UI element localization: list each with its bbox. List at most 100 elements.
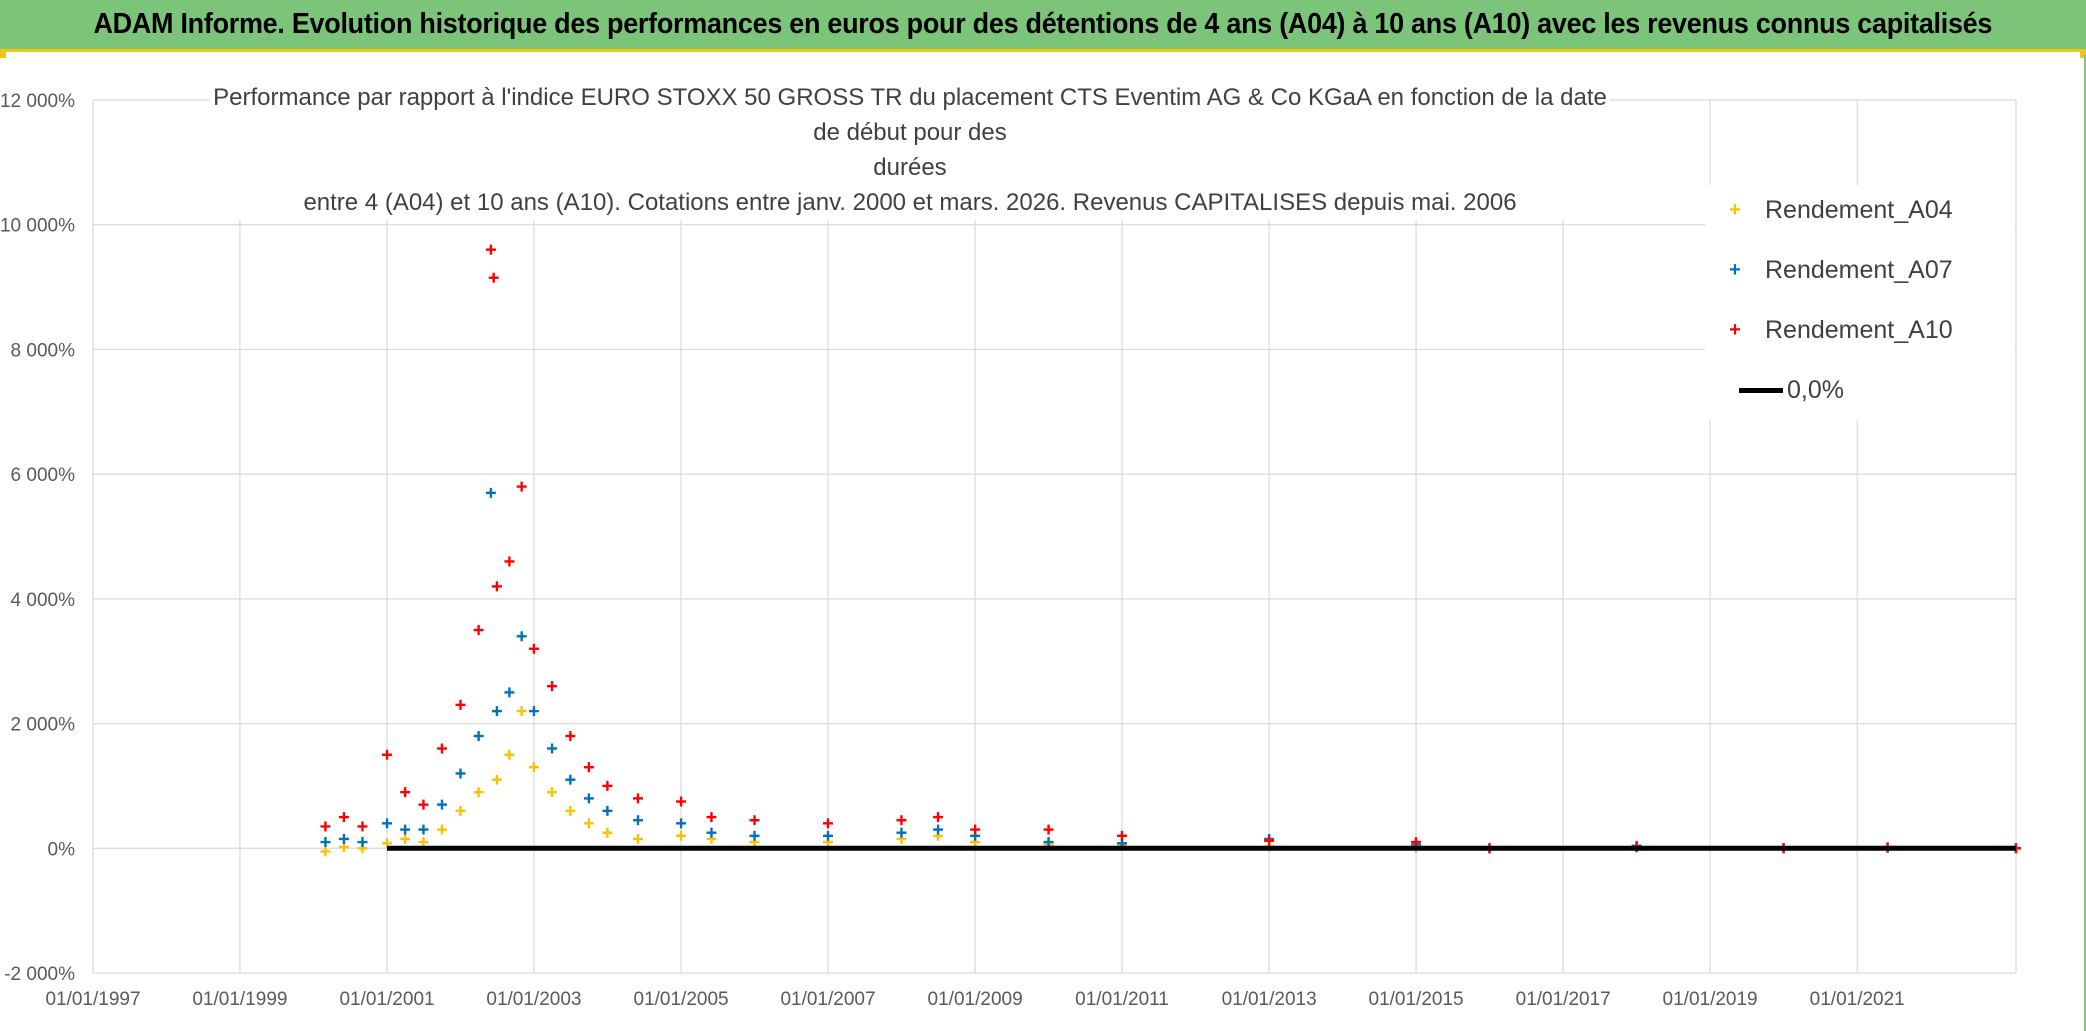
scatter-point-a10 xyxy=(436,743,447,754)
scatter-point-a10 xyxy=(583,762,594,773)
plus-marker-icon: + xyxy=(1729,258,1741,281)
scatter-point-a07 xyxy=(547,743,558,754)
report-title: ADAM Informe. Evolution historique des p… xyxy=(93,8,1993,40)
scatter-point-a04 xyxy=(547,787,558,798)
scatter-point-a04 xyxy=(400,833,411,844)
scatter-point-a10 xyxy=(896,815,907,826)
scatter-point-a04 xyxy=(504,749,515,760)
grid-lines xyxy=(92,99,2017,974)
scatter-point-a10 xyxy=(488,272,499,283)
scatter-point-a10 xyxy=(602,780,613,791)
scatter-point-a10 xyxy=(528,643,539,654)
scatter-point-a07 xyxy=(602,805,613,816)
x-axis-ticks: 01/01/1997 01/01/1999 01/01/2001 01/01/2003… xyxy=(45,989,1904,1010)
scatter-point-a07 xyxy=(633,815,644,826)
scatter-point-a04 xyxy=(633,833,644,844)
x-tick-label: 01/01/2009 xyxy=(928,989,1023,1010)
chart-title-line-1: Performance par rapport à l'indice EURO … xyxy=(213,84,1607,146)
scatter-point-a10 xyxy=(749,815,760,826)
y-tick-label: 6 000% xyxy=(11,465,76,486)
scatter-point-a04 xyxy=(436,824,447,835)
legend-label-zero: 0,0% xyxy=(1787,375,1844,404)
y-tick-label: 2 000% xyxy=(11,715,76,736)
scatter-point-a04 xyxy=(583,818,594,829)
scatter-point-a10 xyxy=(400,787,411,798)
legend-item-a07: + Rendement_A07 xyxy=(1705,250,1953,290)
x-tick-label: 01/01/2011 xyxy=(1075,989,1169,1010)
scatter-point-a07 xyxy=(436,799,447,810)
line-marker-icon xyxy=(1739,387,1783,393)
scatter-point-a10 xyxy=(504,556,515,567)
scatter-point-a04 xyxy=(676,830,687,841)
scatter-point-a07 xyxy=(338,833,349,844)
chart-title: Performance par rapport à l'indice EURO … xyxy=(210,80,1610,220)
scatter-point-a04 xyxy=(418,837,429,848)
scatter-point-a04 xyxy=(528,762,539,773)
x-tick-label: 01/01/2003 xyxy=(486,989,581,1010)
legend-label-a10: Rendement_A10 xyxy=(1765,315,1953,344)
scatter-point-a07 xyxy=(822,830,833,841)
legend-label-a04: Rendement_A04 xyxy=(1765,195,1953,224)
banner-corner-right xyxy=(2080,52,2086,58)
y-axis-ticks: -2 000% 0% 2 000% 4 000% 6 000% 8 000% 10 000%… xyxy=(0,91,75,985)
legend-item-zero: 0,0% xyxy=(1705,370,1844,410)
x-tick-label: 01/01/2017 xyxy=(1516,989,1611,1010)
scatter-point-a07 xyxy=(706,827,717,838)
scatter-point-a10 xyxy=(706,812,717,823)
y-tick-label: 12 000% xyxy=(0,91,75,112)
scatter-point-a10 xyxy=(491,581,502,592)
scatter-point-a07 xyxy=(749,830,760,841)
y-tick-label: 4 000% xyxy=(11,590,76,611)
scatter-point-a07 xyxy=(357,837,368,848)
scatter-point-a10 xyxy=(455,699,466,710)
plus-marker-icon: + xyxy=(1729,318,1741,341)
scatter-point-a07 xyxy=(933,824,944,835)
scatter-point-a10 xyxy=(676,796,687,807)
scatter-point-a04 xyxy=(320,846,331,857)
scatter-point-a07 xyxy=(382,818,393,829)
scatter-point-a10 xyxy=(565,731,576,742)
y-tick-label: 0% xyxy=(48,839,76,860)
chart-title-line-3: entre 4 (A04) et 10 ans (A10). Cotations… xyxy=(303,189,1517,216)
x-tick-label: 01/01/2007 xyxy=(780,989,875,1010)
scatter-point-a07 xyxy=(583,793,594,804)
scatter-point-a10 xyxy=(320,821,331,832)
scatter-point-a10 xyxy=(822,818,833,829)
y-tick-label: -2 000% xyxy=(4,964,75,985)
scatter-point-a04 xyxy=(455,805,466,816)
legend-label-a07: Rendement_A07 xyxy=(1765,255,1953,284)
plus-marker-icon: + xyxy=(1729,198,1741,221)
scatter-point-a10 xyxy=(1264,835,1275,846)
x-tick-label: 01/01/2021 xyxy=(1810,989,1905,1010)
scatter-point-a07 xyxy=(504,687,515,698)
x-tick-label: 01/01/1999 xyxy=(192,989,287,1010)
scatter-point-a07 xyxy=(516,631,527,642)
x-tick-label: 01/01/2001 xyxy=(339,989,434,1010)
scatter-point-a07 xyxy=(896,827,907,838)
chart-legend: + Rendement_A04 + Rendement_A07 + Rendem… xyxy=(1705,185,2015,420)
scatter-point-a04 xyxy=(473,787,484,798)
scatter-point-a04 xyxy=(491,774,502,785)
scatter-point-a07 xyxy=(320,837,331,848)
y-tick-label: 8 000% xyxy=(11,340,76,361)
legend-item-a04: + Rendement_A04 xyxy=(1705,190,1953,230)
scatter-point-a04 xyxy=(516,706,527,717)
scatter-point-a07 xyxy=(455,768,466,779)
scatter-point-a10 xyxy=(382,749,393,760)
scatter-point-a07 xyxy=(1043,837,1054,848)
scatter-point-a07 xyxy=(418,824,429,835)
y-tick-label: 10 000% xyxy=(0,216,75,237)
scatter-point-a10 xyxy=(970,824,981,835)
scatter-point-a04 xyxy=(602,827,613,838)
scatter-point-a07 xyxy=(676,818,687,829)
scatter-point-a04 xyxy=(565,805,576,816)
scatter-point-a10 xyxy=(338,812,349,823)
data-points xyxy=(320,244,2021,857)
scatter-point-a10 xyxy=(418,799,429,810)
scatter-point-a10 xyxy=(473,625,484,636)
chart-title-line-2: durées xyxy=(873,154,947,181)
legend-item-a10: + Rendement_A10 xyxy=(1705,310,1953,350)
banner-corner-left xyxy=(0,52,6,58)
scatter-point-a07 xyxy=(528,706,539,717)
